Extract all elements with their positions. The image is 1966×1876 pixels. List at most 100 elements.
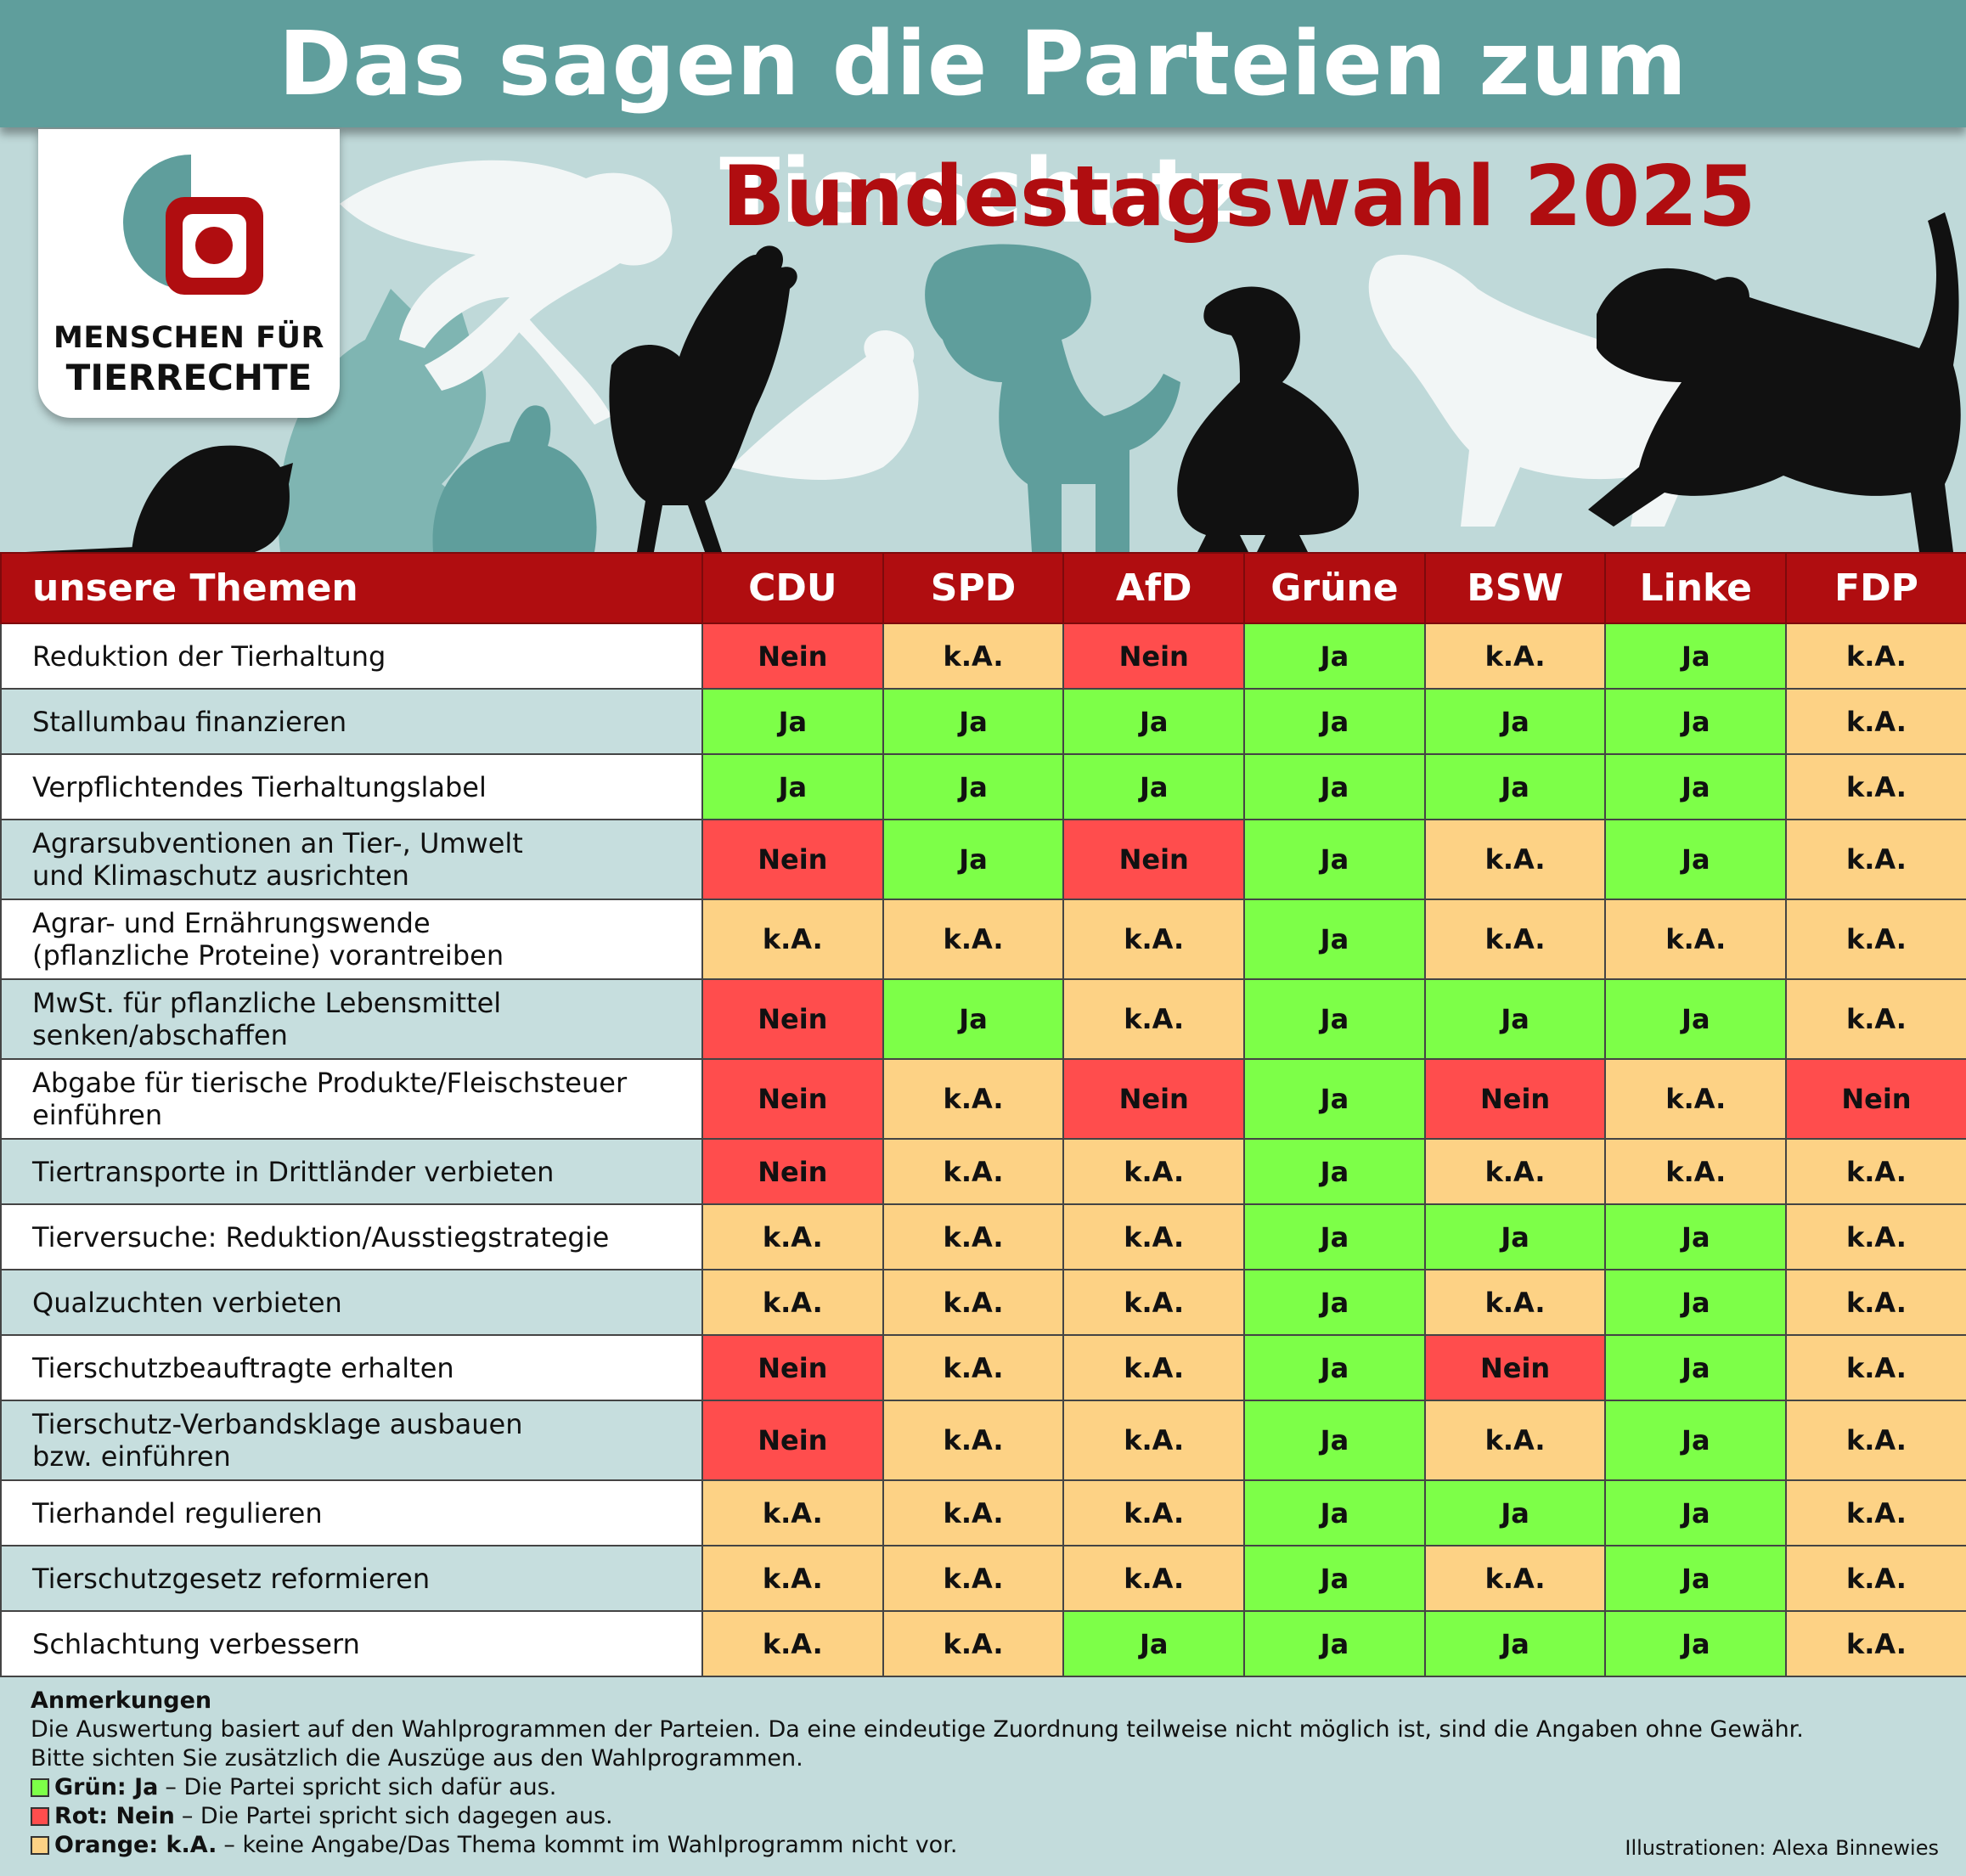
position-cell: k.A. <box>1785 1334 1966 1401</box>
topic-label-line2: bzw. einführen <box>32 1440 231 1473</box>
position-cell: k.A. <box>701 1610 884 1677</box>
position-cell: Ja <box>1062 1610 1246 1677</box>
position-cell: Ja <box>1243 623 1426 690</box>
position-cell: Ja <box>1604 1479 1788 1546</box>
dog-silhouette <box>925 244 1180 552</box>
position-cell: Nein <box>701 819 884 900</box>
logo: MENSCHEN FÜR TIERRECHTE <box>38 129 340 418</box>
position-cell: Ja <box>882 978 1065 1060</box>
topic-label: Verpflichtendes Tierhaltungslabel <box>32 770 487 803</box>
position-cell: k.A. <box>1785 978 1966 1060</box>
position-cell: k.A. <box>1785 1400 1966 1481</box>
position-cell: Ja <box>1604 753 1788 820</box>
position-cell: Ja <box>1604 1269 1788 1336</box>
position-cell: Ja <box>1243 1203 1426 1270</box>
position-cell: Ja <box>1243 899 1426 980</box>
position-cell: Nein <box>1423 1334 1607 1401</box>
position-cell: k.A. <box>701 1269 884 1336</box>
position-cell: k.A. <box>1785 819 1966 900</box>
title-banner <box>0 0 1966 127</box>
topic-cell: Verpflichtendes Tierhaltungslabel <box>0 753 703 820</box>
position-cell: k.A. <box>1062 1479 1246 1546</box>
table-row: Stallumbau finanzieren Ja Ja Ja Ja Ja Ja k.A. <box>0 688 1966 755</box>
position-cell: Ja <box>1062 753 1246 820</box>
position-cell: Ja <box>1243 1545 1426 1612</box>
table-row: Tierschutzgesetz reformieren k.A. k.A. k.A.… <box>0 1545 1966 1612</box>
topic-cell: MwSt. für pflanzliche Lebensmittel senken… <box>0 978 703 1060</box>
position-cell: Ja <box>1243 1479 1426 1546</box>
position-cell: Nein <box>1785 1058 1966 1140</box>
position-cell: k.A. <box>1423 1269 1607 1336</box>
topic-label: Stallumbau finanzieren <box>32 705 347 738</box>
notes-text-2: Bitte sichten Sie zusätzlich die Auszüge… <box>31 1745 803 1772</box>
position-cell: k.A. <box>882 1058 1065 1140</box>
topic-cell: Agrarsubventionen an Tier-, Umwelt und Kl… <box>0 819 703 900</box>
position-cell: Ja <box>1243 753 1426 820</box>
position-cell: Ja <box>882 753 1065 820</box>
legend-key: Rot: Nein <box>54 1803 175 1829</box>
position-cell: Ja <box>1243 1058 1426 1140</box>
subtitle: Bundestagswahl 2025 <box>722 149 1756 245</box>
position-cell: k.A. <box>1604 1058 1788 1140</box>
legend-item-ka: Orange: k.A. – keine Angabe/Das Thema ko… <box>31 1831 1941 1860</box>
position-cell: Nein <box>1062 1058 1246 1140</box>
legend-swatch-red <box>31 1807 49 1826</box>
table-row: Agrar- und Ernährungswende (pflanzliche P… <box>0 899 1966 980</box>
position-cell: k.A. <box>882 1479 1065 1546</box>
legend-swatch-green <box>31 1778 49 1797</box>
position-cell: k.A. <box>701 1203 884 1270</box>
page-title: Das sagen die Parteien zum Tierschutz <box>278 12 1688 243</box>
topic-cell: Agrar- und Ernährungswende (pflanzliche P… <box>0 899 703 980</box>
position-cell: k.A. <box>1785 753 1966 820</box>
position-cell: Nein <box>701 1138 884 1205</box>
legend-key: Orange: k.A. <box>54 1832 217 1858</box>
party-header-bsw: BSW <box>1423 552 1607 624</box>
position-cell: Ja <box>1423 1479 1607 1546</box>
topic-label-line2: senken/abschaffen <box>32 1019 288 1051</box>
topic-cell: Stallumbau finanzieren <box>0 688 703 755</box>
party-header-linke: Linke <box>1604 552 1788 624</box>
table-row: Schlachtung verbessern k.A. k.A. Ja Ja Ja Ja k.… <box>0 1610 1966 1677</box>
notes-title: Anmerkungen <box>31 1687 212 1714</box>
table-row: Tierschutzbeauftragte erhalten Nein k.A. k.… <box>0 1334 1966 1401</box>
topic-label: Tierschutz-Verbandsklage ausbauen <box>32 1408 523 1440</box>
topic-cell: Schlachtung verbessern <box>0 1610 703 1677</box>
position-cell: Ja <box>701 688 884 755</box>
table-row: MwSt. für pflanzliche Lebensmittel senken… <box>0 978 1966 1060</box>
position-cell: Ja <box>882 819 1065 900</box>
topic-label: Tiertransporte in Drittländer verbieten <box>32 1155 555 1188</box>
position-cell: Ja <box>1423 753 1607 820</box>
topic-label-line2: einführen <box>32 1099 163 1131</box>
position-cell: Ja <box>1604 688 1788 755</box>
topic-cell: Qualzuchten verbieten <box>0 1269 703 1336</box>
topic-label: Abgabe für tierische Produkte/Fleischste… <box>32 1067 628 1099</box>
position-cell: Ja <box>1243 978 1426 1060</box>
topic-label-line2: und Klimaschutz ausrichten <box>32 859 409 892</box>
position-cell: k.A. <box>882 1610 1065 1677</box>
position-cell: k.A. <box>1423 819 1607 900</box>
table-row: Tierversuche: Reduktion/Ausstiegstrategi… <box>0 1203 1966 1270</box>
topic-cell: Abgabe für tierische Produkte/Fleischste… <box>0 1058 703 1140</box>
position-cell: Ja <box>1604 623 1788 690</box>
position-cell: Ja <box>1604 978 1788 1060</box>
position-cell: Nein <box>701 623 884 690</box>
topic-column-header: unsere Themen <box>0 552 703 624</box>
table-row: Tierhandel regulieren k.A. k.A. k.A. Ja Ja Ja k… <box>0 1479 1966 1546</box>
table-header-row: unsere Themen CDU SPD AfD Grüne BSW Link… <box>0 552 1966 624</box>
topic-cell: Tierschutzbeauftragte erhalten <box>0 1334 703 1401</box>
position-cell: Ja <box>1604 1400 1788 1481</box>
table-row: Qualzuchten verbieten k.A. k.A. k.A. Ja k.A. J… <box>0 1269 1966 1336</box>
position-cell: k.A. <box>1423 1138 1607 1205</box>
topic-cell: Tiertransporte in Drittländer verbieten <box>0 1138 703 1205</box>
legend-swatch-orange <box>31 1836 49 1855</box>
topic-label-line2: (pflanzliche Proteine) vorantreiben <box>32 939 504 972</box>
position-cell: Nein <box>1423 1058 1607 1140</box>
calf-silhouette <box>1588 212 1961 552</box>
position-cell: k.A. <box>882 899 1065 980</box>
position-cell: Nein <box>1062 819 1246 900</box>
legend-text: – Die Partei spricht sich dagegen aus. <box>181 1803 613 1829</box>
position-cell: k.A. <box>882 623 1065 690</box>
duck-silhouette <box>1177 286 1359 552</box>
position-cell: k.A. <box>1785 688 1966 755</box>
position-cell: k.A. <box>1062 899 1246 980</box>
